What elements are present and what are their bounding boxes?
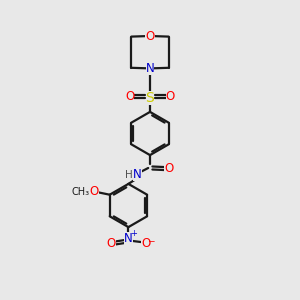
Text: H: H: [124, 170, 132, 180]
Text: O: O: [125, 90, 134, 104]
Text: O: O: [141, 237, 150, 250]
Text: O: O: [166, 90, 175, 104]
Text: O: O: [106, 237, 116, 250]
Text: CH₃: CH₃: [71, 187, 90, 197]
Text: −: −: [148, 236, 155, 245]
Text: N: N: [146, 62, 154, 75]
Text: O: O: [146, 29, 154, 43]
Text: S: S: [146, 92, 154, 105]
Text: N: N: [124, 232, 133, 245]
Text: +: +: [130, 229, 137, 238]
Text: O: O: [164, 162, 173, 175]
Text: N: N: [133, 168, 142, 182]
Text: O: O: [89, 185, 99, 198]
